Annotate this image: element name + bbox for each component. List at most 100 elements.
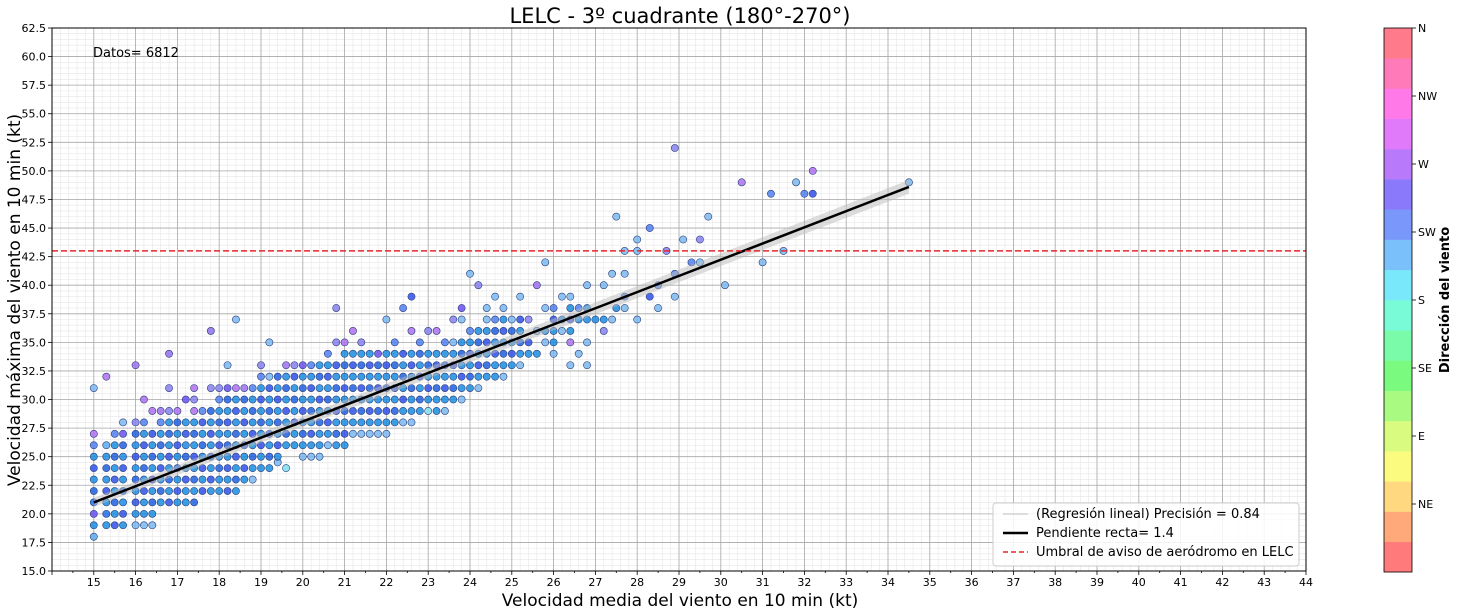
legend-ci-label: (Regresión lineal) Precisión = 0.84: [1036, 507, 1260, 522]
data-point: [165, 498, 173, 507]
chart-title: LELC - 3º cuadrante (180°-270°): [509, 4, 850, 28]
data-point: [181, 452, 190, 461]
data-point: [499, 361, 508, 370]
x-tick-label: 43: [1257, 576, 1271, 589]
data-point: [574, 349, 583, 358]
data-point: [119, 464, 127, 473]
data-point: [290, 429, 299, 438]
data-point: [223, 418, 232, 427]
data-point: [148, 452, 157, 461]
data-point: [424, 327, 433, 335]
data-point: [323, 372, 332, 381]
data-point: [399, 361, 408, 370]
data-point: [432, 395, 441, 404]
y-tick-label: 55.0: [22, 108, 47, 121]
data-point: [190, 407, 199, 415]
data-point: [499, 372, 508, 381]
data-point: [541, 304, 550, 312]
data-point: [190, 429, 199, 438]
data-point: [190, 395, 199, 404]
x-tick-label: 18: [212, 576, 226, 589]
data-point: [424, 395, 433, 404]
data-point: [290, 384, 299, 392]
data-point: [190, 498, 199, 507]
data-point: [173, 429, 182, 438]
data-point: [102, 452, 111, 461]
data-point: [349, 372, 357, 381]
data-point: [474, 372, 483, 381]
data-point: [131, 498, 140, 507]
data-point: [190, 384, 199, 392]
data-point: [206, 384, 215, 392]
data-point: [474, 361, 483, 370]
data-point: [415, 384, 424, 392]
data-point: [382, 372, 391, 381]
data-point: [532, 349, 541, 358]
data-point: [340, 338, 349, 347]
data-point: [223, 384, 232, 392]
data-point: [282, 372, 290, 381]
data-point: [374, 372, 382, 381]
data-point: [323, 418, 332, 427]
colorbar-segment: [1384, 118, 1412, 150]
data-point: [102, 521, 111, 530]
data-point: [432, 349, 441, 358]
data-point: [507, 349, 516, 358]
data-point: [265, 441, 274, 450]
data-point: [323, 429, 332, 438]
data-point: [282, 384, 290, 392]
colorbar-segment: [1384, 269, 1412, 301]
data-point: [382, 315, 391, 324]
data-point: [198, 475, 207, 484]
data-point: [240, 418, 249, 427]
data-point: [257, 395, 265, 404]
data-point: [232, 407, 240, 415]
data-point: [206, 429, 215, 438]
data-point: [190, 418, 199, 427]
x-axis-ticks: 15 16 17 18 19 20 21 22 23 24 25 26 27 28 29 30 31 32 33 34…: [51, 571, 1313, 589]
data-point: [131, 441, 140, 450]
data-point: [273, 441, 282, 450]
x-tick-label: 36: [965, 576, 979, 589]
data-point: [679, 235, 688, 244]
colorbar-segment: [1384, 451, 1412, 482]
data-point: [332, 395, 341, 404]
data-point: [165, 418, 173, 427]
data-point: [482, 304, 491, 312]
colorbar-segment: [1384, 300, 1412, 331]
data-point: [215, 487, 224, 495]
data-point: [516, 361, 525, 370]
data-point: [240, 452, 249, 461]
data-point: [265, 395, 274, 404]
data-point: [558, 327, 566, 335]
data-point: [349, 361, 357, 370]
data-point: [232, 487, 240, 495]
data-point: [654, 304, 662, 312]
data-point: [357, 384, 366, 392]
data-point: [215, 407, 224, 415]
colorbar-segment: [1384, 179, 1412, 210]
data-point: [198, 441, 207, 450]
data-point: [323, 361, 332, 370]
data-point: [215, 384, 224, 392]
data-point: [198, 429, 207, 438]
data-point: [102, 372, 111, 381]
data-point: [232, 395, 240, 404]
data-point: [165, 452, 173, 461]
data-point: [206, 441, 215, 450]
x-tick-label: 25: [505, 576, 519, 589]
data-point: [670, 292, 679, 301]
y-tick-label: 35.0: [22, 336, 47, 349]
data-point: [399, 418, 408, 427]
data-point: [282, 464, 290, 473]
data-point: [248, 384, 257, 392]
data-point: [566, 304, 575, 312]
data-point: [332, 372, 341, 381]
data-point: [89, 475, 98, 484]
data-point: [407, 418, 416, 427]
data-point: [307, 372, 316, 381]
data-point: [449, 372, 458, 381]
data-point: [223, 395, 232, 404]
data-point: [583, 281, 591, 290]
data-point: [248, 407, 257, 415]
